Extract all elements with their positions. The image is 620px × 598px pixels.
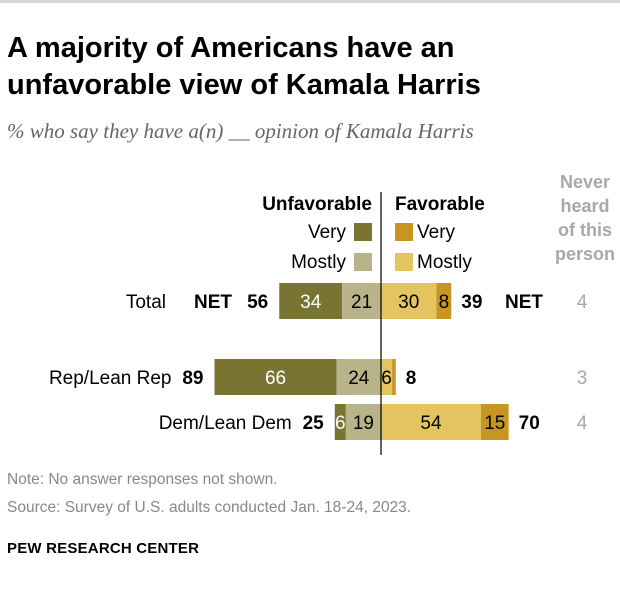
label-unfav-mostly: 21 (351, 292, 372, 313)
label-unfav-very: 66 (265, 368, 286, 389)
never-heard-value: 4 (577, 413, 588, 434)
never-heard-value: 4 (577, 292, 588, 313)
bar-unfav-very (334, 404, 346, 440)
bar-unfav-very (214, 359, 337, 395)
bar-fav-mostly (381, 404, 481, 440)
bar-unfav-mostly (345, 404, 381, 440)
organization: PEW RESEARCH CENTER (7, 540, 200, 557)
legend-unfav-mostly-label: Mostly (291, 252, 346, 273)
header-never-heard: Never heard of this person (555, 172, 615, 264)
bar-unfav-mostly (336, 359, 381, 395)
top-rule (0, 0, 620, 3)
net-favorable-value: 70 (519, 413, 540, 434)
net-favorable-label: NET (505, 292, 543, 313)
legend-unfav-very-swatch (354, 223, 372, 241)
bar-unfav-very (279, 283, 343, 319)
label-fav-mostly: 30 (398, 292, 419, 313)
net-unfavorable-value: 89 (182, 368, 203, 389)
legend-unfav-mostly-swatch (354, 253, 372, 271)
bar-unfav-mostly (342, 283, 381, 319)
legend-fav-mostly-swatch (395, 253, 413, 271)
never-heard-value: 3 (577, 368, 588, 389)
legend-fav-mostly-label: Mostly (417, 252, 472, 273)
source: Source: Survey of U.S. adults conducted … (7, 499, 412, 516)
header-never-heard-line: person (555, 244, 615, 264)
label-unfav-mostly: 24 (348, 368, 370, 389)
chart-area: Unfavorable Favorable Never heard of thi… (49, 172, 615, 455)
net-favorable-value: 39 (461, 292, 482, 313)
legend-unfav-very-label: Very (308, 222, 347, 243)
bar-fav-mostly (381, 359, 393, 395)
net-unfavorable-label: NET (194, 292, 232, 313)
legend-fav-very-label: Very (417, 222, 456, 243)
category-label: Total (126, 292, 166, 313)
chart-subtitle: % who say they have a(n) __ opinion of K… (7, 119, 474, 143)
net-unfavorable-value: 56 (247, 292, 268, 313)
bar-fav-mostly (381, 283, 437, 319)
chart-title: A majority of Americans have an unfavora… (7, 32, 481, 101)
header-never-heard-line: of this (558, 220, 612, 240)
category-label: Dem/Lean Dem (159, 413, 292, 434)
bar-fav-very (480, 404, 509, 440)
bar-fav-very (392, 359, 396, 395)
note: Note: No answer responses not shown. (7, 471, 278, 488)
category-label: Rep/Lean Rep (49, 368, 172, 389)
label-fav-mostly: 6 (381, 368, 392, 389)
label-unfav-mostly: 19 (353, 413, 374, 434)
label-fav-mostly: 54 (420, 413, 442, 434)
legend-fav-very-swatch (395, 223, 413, 241)
label-unfav-very: 34 (300, 292, 322, 313)
header-favorable: Favorable (395, 194, 485, 215)
label-fav-very: 15 (484, 413, 505, 434)
header-never-heard-line: Never (560, 172, 610, 192)
net-favorable-value: 8 (406, 368, 417, 389)
net-unfavorable-value: 25 (303, 413, 325, 434)
label-fav-very: 8 (439, 292, 450, 313)
label-unfav-very: 6 (335, 413, 346, 434)
header-unfavorable: Unfavorable (262, 194, 372, 215)
bar-fav-very (436, 283, 452, 319)
header-never-heard-line: heard (560, 196, 609, 216)
